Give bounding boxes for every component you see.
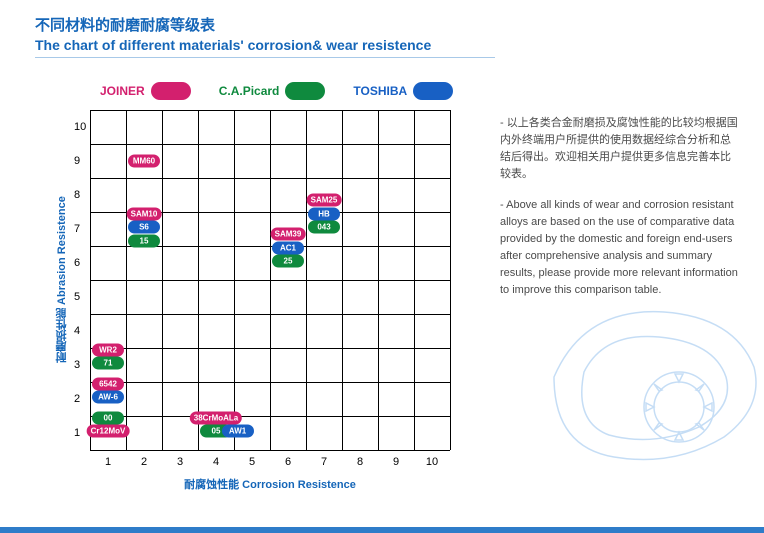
data-marker: Cr12MoV: [87, 425, 130, 438]
data-marker: 043: [308, 221, 340, 234]
x-tick: 5: [249, 456, 255, 468]
title-block: 不同材料的耐磨耐腐等级表 The chart of different mate…: [35, 14, 495, 58]
gridline: [90, 450, 450, 451]
data-marker: SAM25: [307, 194, 342, 207]
data-marker: SAM39: [271, 228, 306, 241]
x-tick: 7: [321, 456, 327, 468]
y-tick: 9: [74, 155, 80, 167]
gridline: [342, 110, 343, 450]
legend-item: JOINER: [100, 82, 191, 100]
chart-legend: JOINER C.A.Picard TOSHIBA: [100, 82, 453, 100]
data-marker: WR2: [92, 343, 124, 356]
legend-swatch: [413, 82, 453, 100]
title-en: The chart of different materials' corros…: [35, 37, 495, 53]
y-tick: 6: [74, 257, 80, 269]
y-axis-label: 耐磨损性能 Abrasion Resistence: [54, 110, 70, 450]
x-tick: 9: [393, 456, 399, 468]
y-tick: 2: [74, 393, 80, 405]
x-tick: 4: [213, 456, 219, 468]
data-marker: MM60: [128, 155, 160, 168]
y-tick: 4: [74, 325, 80, 337]
gridline: [90, 348, 450, 349]
title-cn: 不同材料的耐磨耐腐等级表: [35, 14, 495, 35]
data-marker: AW-6: [92, 391, 124, 404]
legend-swatch: [285, 82, 325, 100]
data-marker: AC1: [272, 241, 304, 254]
chart: 耐磨损性能 Abrasion Resistence 00Cr12MoV6542A…: [60, 110, 470, 490]
y-tick: 10: [74, 121, 86, 133]
data-marker: 15: [128, 234, 160, 247]
y-tick: 3: [74, 359, 80, 371]
data-marker: 38CrMoALa: [190, 411, 242, 424]
y-tick: 5: [74, 291, 80, 303]
data-marker: 6542: [92, 377, 124, 390]
legend-label: C.A.Picard: [219, 84, 280, 98]
side-note-cn: - 以上各类合金耐磨损及腐蚀性能的比较均根据国内外终端用户所提供的使用数据经综合…: [500, 115, 740, 183]
data-marker: SAM10: [127, 207, 162, 220]
legend-swatch: [151, 82, 191, 100]
x-tick: 6: [285, 456, 291, 468]
y-tick: 8: [74, 189, 80, 201]
decorative-illustration: [494, 257, 764, 497]
y-tick: 1: [74, 427, 80, 439]
legend-item: C.A.Picard: [219, 82, 326, 100]
gridline: [414, 110, 415, 450]
data-marker: S6: [128, 221, 160, 234]
x-tick: 2: [141, 456, 147, 468]
gridline: [378, 110, 379, 450]
x-axis-label: 耐腐蚀性能 Corrosion Resistence: [90, 476, 450, 492]
data-marker: 71: [92, 357, 124, 370]
x-tick: 8: [357, 456, 363, 468]
plot-area: 00Cr12MoV 6542AW-6 WR271 MM60 SAM10S615 38CrM…: [90, 110, 450, 450]
gridline: [90, 280, 450, 281]
gridline: [90, 382, 450, 383]
legend-label: TOSHIBA: [353, 84, 407, 98]
x-tick: 1: [105, 456, 111, 468]
legend-item: TOSHIBA: [353, 82, 453, 100]
gridline: [450, 110, 451, 450]
data-marker: AW1: [222, 425, 254, 438]
gridline: [306, 110, 307, 450]
data-marker: 00: [92, 411, 124, 424]
data-marker: HB: [308, 207, 340, 220]
gridline: [90, 416, 450, 417]
x-tick: 10: [426, 456, 438, 468]
gridline: [90, 314, 450, 315]
legend-label: JOINER: [100, 84, 145, 98]
y-tick: 7: [74, 223, 80, 235]
x-tick: 3: [177, 456, 183, 468]
data-marker: 25: [272, 255, 304, 268]
